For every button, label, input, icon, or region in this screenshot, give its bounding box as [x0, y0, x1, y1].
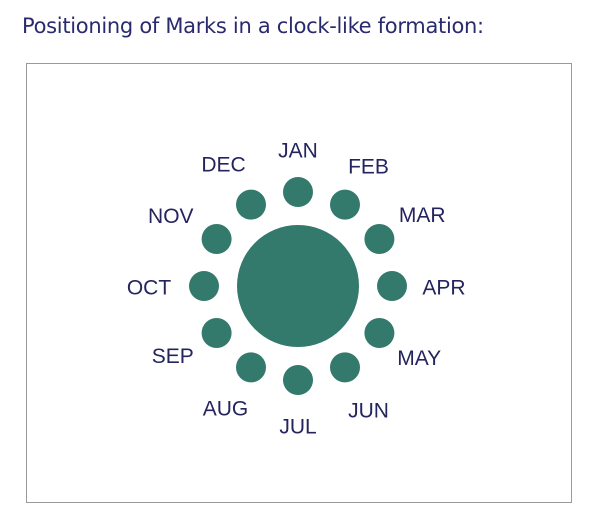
label-jul: JUL — [279, 416, 316, 439]
label-jun: JUN — [348, 400, 389, 423]
label-oct: OCT — [127, 277, 172, 300]
mark-jul — [283, 365, 313, 395]
label-may: MAY — [397, 347, 441, 370]
mark-nov — [201, 224, 232, 254]
label-aug: AUG — [203, 398, 249, 421]
label-jan: JAN — [278, 140, 318, 163]
mark-oct — [189, 271, 219, 301]
label-dec: DEC — [201, 153, 245, 176]
mark-feb — [330, 189, 360, 220]
mark-jun — [330, 352, 360, 383]
mark-apr — [377, 271, 407, 301]
mark-sep — [201, 318, 232, 348]
label-apr: APR — [422, 277, 465, 300]
mark-mar — [364, 224, 395, 254]
label-nov: NOV — [148, 205, 194, 228]
label-mar: MAR — [399, 204, 446, 227]
label-feb: FEB — [348, 155, 389, 178]
page-title: Positioning of Marks in a clock-like for… — [22, 14, 484, 38]
mark-jan — [283, 177, 313, 207]
center-mark — [237, 225, 359, 347]
mark-may — [364, 318, 395, 348]
month-marks — [189, 177, 407, 395]
mark-aug — [236, 352, 266, 383]
mark-dec — [236, 189, 266, 220]
label-sep: SEP — [152, 345, 194, 368]
month-labels: JAN FEB MAR APR MAY JUN JUL AUG SEP OCT NOV DEC — [127, 140, 466, 439]
